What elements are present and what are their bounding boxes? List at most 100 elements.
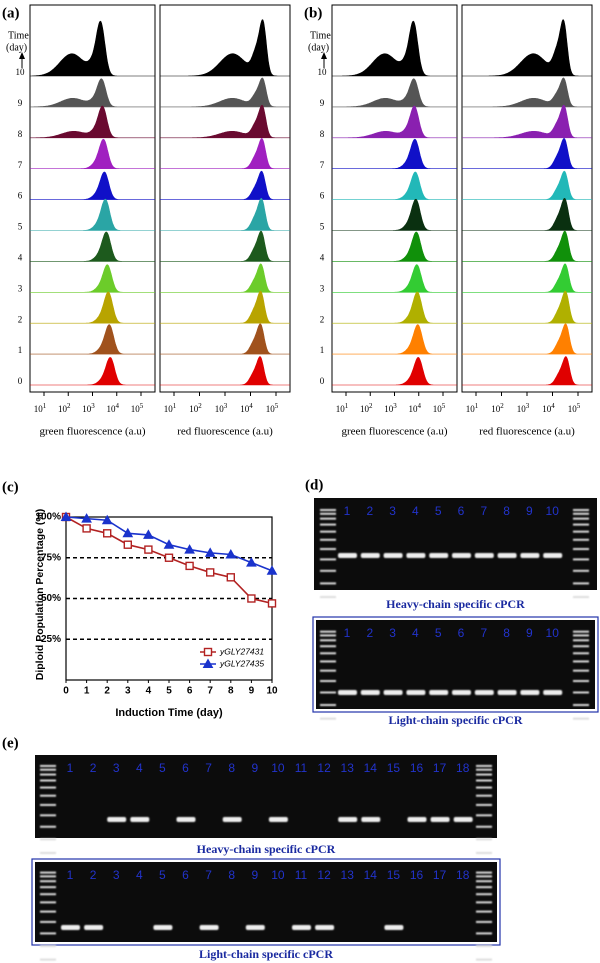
ladder-band bbox=[573, 639, 589, 642]
ladder-band bbox=[476, 803, 492, 806]
pcr-band bbox=[176, 817, 196, 822]
x-tick-label: 105 bbox=[568, 402, 581, 414]
ladder-band bbox=[40, 880, 56, 883]
ladder-band bbox=[40, 893, 56, 896]
ladder-band bbox=[320, 523, 336, 526]
panel-label: (b) bbox=[304, 5, 322, 21]
tick-base: 10 bbox=[384, 404, 394, 414]
x-tick-label: 104 bbox=[409, 402, 422, 414]
pcr-band bbox=[452, 553, 471, 558]
ladder-band bbox=[476, 893, 492, 896]
histogram-curve bbox=[30, 231, 155, 262]
x-tick-label: 9 bbox=[249, 686, 255, 697]
histogram-curve bbox=[30, 105, 155, 139]
ladder-band bbox=[476, 886, 492, 889]
pcr-band bbox=[315, 925, 335, 930]
x-axis-label: red fluorescence (a.u) bbox=[479, 426, 575, 438]
lane-number: 5 bbox=[435, 626, 442, 640]
histogram-curve bbox=[160, 138, 290, 169]
histogram-curve bbox=[30, 264, 155, 293]
tick-base: 10 bbox=[240, 404, 250, 414]
lane-number: 10 bbox=[271, 868, 285, 882]
pcr-band bbox=[130, 817, 150, 822]
ladder-band bbox=[476, 910, 492, 913]
lane-number: 2 bbox=[366, 504, 373, 518]
x-tick-label: 105 bbox=[266, 402, 279, 414]
histogram-curve bbox=[160, 197, 290, 231]
ladder-band bbox=[476, 875, 492, 878]
lane-number: 6 bbox=[182, 761, 189, 775]
tick-base: 10 bbox=[360, 404, 370, 414]
x-tick-label: 1 bbox=[84, 686, 90, 697]
ladder-band bbox=[573, 596, 589, 599]
panel-label: (e) bbox=[2, 735, 19, 751]
legend-marker bbox=[203, 647, 213, 657]
marker bbox=[225, 548, 237, 559]
ladder-band bbox=[573, 717, 589, 720]
tick-base: 10 bbox=[189, 404, 199, 414]
histogram-curve bbox=[332, 356, 457, 386]
day-tick-label: 9 bbox=[320, 98, 325, 108]
lane-number: 8 bbox=[228, 868, 235, 882]
pcr-band bbox=[245, 925, 265, 930]
gel-caption: Heavy-chain specific cPCR bbox=[386, 597, 525, 611]
marker bbox=[81, 513, 92, 523]
ladder-band bbox=[476, 779, 492, 782]
lane-number: 1 bbox=[344, 504, 351, 518]
ladder-band bbox=[476, 825, 492, 828]
pcr-band bbox=[497, 690, 517, 695]
histogram-curve bbox=[462, 19, 592, 77]
lane-number: 16 bbox=[410, 761, 424, 775]
histogram-curve bbox=[30, 171, 155, 200]
histogram-curve bbox=[30, 291, 155, 324]
lane-number: 17 bbox=[433, 868, 447, 882]
ladder-band bbox=[320, 630, 336, 633]
lane-number: 8 bbox=[503, 504, 510, 518]
lane-number: 18 bbox=[456, 761, 470, 775]
marker bbox=[247, 594, 256, 603]
ladder-band bbox=[573, 645, 589, 648]
day-tick-label: 0 bbox=[320, 376, 325, 386]
histogram-curve bbox=[462, 104, 592, 139]
pcr-band bbox=[474, 553, 494, 558]
ladder-band bbox=[40, 871, 56, 874]
x-tick-label: 103 bbox=[517, 402, 530, 414]
x-tick-label: 102 bbox=[491, 402, 504, 414]
tick-exponent: 2 bbox=[67, 402, 71, 410]
pcr-band bbox=[338, 817, 358, 822]
histogram-curve bbox=[332, 105, 457, 139]
lane-number: 3 bbox=[113, 868, 120, 882]
marker bbox=[123, 540, 133, 549]
pcr-band bbox=[107, 817, 127, 822]
lane-number: 7 bbox=[205, 761, 212, 775]
ladder-band bbox=[320, 669, 336, 672]
x-tick-label: 104 bbox=[240, 402, 253, 414]
ladder-band bbox=[320, 538, 336, 541]
ladder-band bbox=[40, 779, 56, 782]
histogram-curve bbox=[332, 20, 457, 77]
x-tick-label: 103 bbox=[82, 402, 95, 414]
marker bbox=[122, 527, 134, 538]
ladder-band bbox=[573, 634, 589, 637]
ladder-band bbox=[40, 803, 56, 806]
ladder-band bbox=[573, 669, 589, 672]
pcr-band bbox=[452, 690, 471, 695]
lane-number: 16 bbox=[410, 868, 424, 882]
lane-number: 4 bbox=[412, 626, 419, 640]
tick-base: 10 bbox=[164, 404, 174, 414]
lane-number: 5 bbox=[435, 504, 442, 518]
histogram-curve bbox=[30, 20, 155, 77]
ladder-band bbox=[40, 764, 56, 767]
ladder-band bbox=[573, 680, 589, 683]
pcr-band bbox=[222, 817, 242, 822]
histogram-curve bbox=[160, 19, 290, 77]
marker bbox=[102, 529, 112, 538]
day-label: (day) bbox=[6, 42, 27, 53]
pcr-band bbox=[497, 553, 517, 558]
x-tick-label: 105 bbox=[131, 402, 144, 414]
day-tick-label: 1 bbox=[320, 345, 325, 355]
histogram-curve bbox=[30, 357, 155, 386]
lane-number: 6 bbox=[458, 504, 465, 518]
lane-number: 12 bbox=[317, 761, 331, 775]
